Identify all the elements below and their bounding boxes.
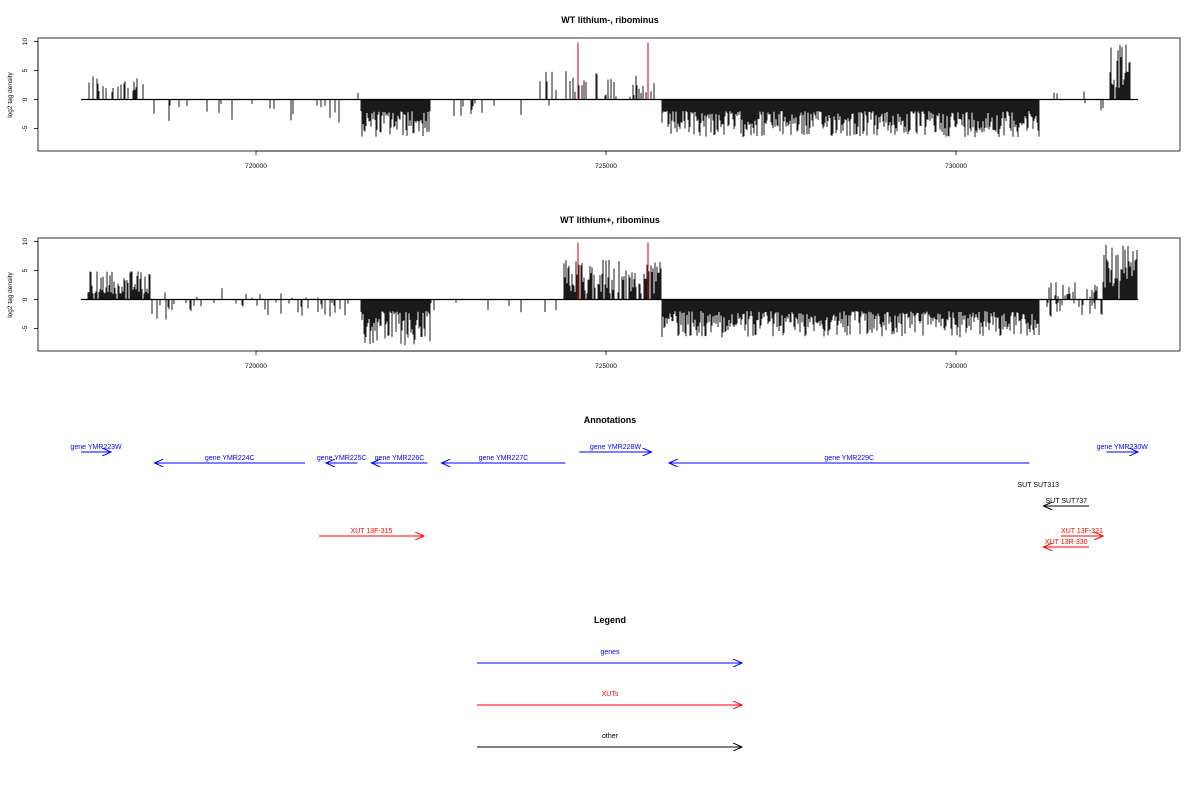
coverage-bars xyxy=(81,44,1138,138)
legend-label: other xyxy=(602,733,619,740)
feature-label: SUT SUT313 xyxy=(1018,482,1060,489)
feature-label: XUT 13F-321 xyxy=(1061,528,1103,535)
legend-item: XUTs xyxy=(477,691,742,705)
annotation-feature: SUT SUT737 xyxy=(1044,498,1089,506)
x-tick-label: 720000 xyxy=(245,163,267,170)
feature-label: gene YMR229C xyxy=(824,455,874,462)
annotation-feature: gene YMR227C xyxy=(442,455,566,463)
y-axis-label: log2 tag density xyxy=(7,71,14,117)
legend-item: genes xyxy=(477,649,742,663)
legend-item: other xyxy=(477,733,742,747)
panel-title: WT lithium-, ribominus xyxy=(561,15,659,25)
y-tick-label: 0 xyxy=(22,297,29,301)
feature-label: gene YMR230W xyxy=(1097,444,1149,451)
feature-label: XUT 13R-330 xyxy=(1045,539,1088,546)
annotation-feature: XUT 13F-315 xyxy=(319,528,424,536)
legend-title: Legend xyxy=(594,615,626,625)
annotation-feature: gene YMR223W xyxy=(70,444,122,452)
feature-label: XUT 13F-315 xyxy=(351,528,393,535)
y-tick-label: 5 xyxy=(22,68,29,72)
legend-panel: Legend genes XUTs other xyxy=(477,615,742,747)
coverage-bars xyxy=(81,244,1138,345)
legend-label: genes xyxy=(600,649,620,656)
feature-label: gene YMR226C xyxy=(375,455,425,462)
legend-label: XUTs xyxy=(602,691,619,698)
y-axis: 10 5 0 -5 xyxy=(22,238,39,331)
annotation-feature: gene YMR228W xyxy=(579,444,651,452)
y-axis: 10 5 0 -5 xyxy=(22,38,39,131)
y-tick-label: 5 xyxy=(22,268,29,272)
x-tick-label: 730000 xyxy=(945,363,967,370)
x-tick-label: 725000 xyxy=(595,163,617,170)
feature-label: gene YMR228W xyxy=(590,444,642,451)
y-axis-label: log2 tag density xyxy=(7,271,14,317)
coverage-panel-lithium-plus: WT lithium+, ribominus log2 tag density … xyxy=(7,215,1181,370)
annotations-title: Annotations xyxy=(584,415,637,425)
x-tick-label: 725000 xyxy=(595,363,617,370)
x-axis: 720000 725000 730000 xyxy=(245,350,967,370)
feature-label: SUT SUT737 xyxy=(1046,498,1088,505)
annotation-feature: SUT SUT313 xyxy=(1018,482,1060,489)
feature-label: gene YMR227C xyxy=(479,455,529,462)
highlight-markers xyxy=(577,242,649,300)
annotation-feature: gene YMR226C xyxy=(372,455,428,463)
legend-items: genes XUTs other xyxy=(477,649,742,747)
feature-label: gene YMR223W xyxy=(70,444,122,451)
annotation-feature: gene YMR224C xyxy=(155,455,305,463)
annotation-feature: XUT 13R-330 xyxy=(1044,539,1089,547)
coverage-panel-lithium-minus: WT lithium-, ribominus log2 tag density … xyxy=(7,15,1181,170)
annotation-features: gene YMR223W gene YMR224C gene YMR225C gene… xyxy=(70,444,1148,547)
annotation-feature: gene YMR225C xyxy=(317,455,367,463)
feature-label: gene YMR225C xyxy=(317,455,367,462)
feature-label: gene YMR224C xyxy=(205,455,255,462)
annotation-feature: gene YMR230W xyxy=(1097,444,1149,452)
y-tick-label: -5 xyxy=(22,325,29,331)
annotation-feature: XUT 13F-321 xyxy=(1061,528,1103,536)
y-tick-label: 10 xyxy=(22,38,29,46)
y-tick-label: 0 xyxy=(22,97,29,101)
y-tick-label: -5 xyxy=(22,125,29,131)
x-tick-label: 730000 xyxy=(945,163,967,170)
x-axis: 720000 725000 730000 xyxy=(245,150,967,170)
annotation-feature: gene YMR229C xyxy=(669,455,1030,463)
y-tick-label: 10 xyxy=(22,238,29,246)
panel-title: WT lithium+, ribominus xyxy=(560,215,660,225)
x-tick-label: 720000 xyxy=(245,363,267,370)
highlight-markers xyxy=(577,42,649,100)
plot-frame xyxy=(37,37,1181,152)
